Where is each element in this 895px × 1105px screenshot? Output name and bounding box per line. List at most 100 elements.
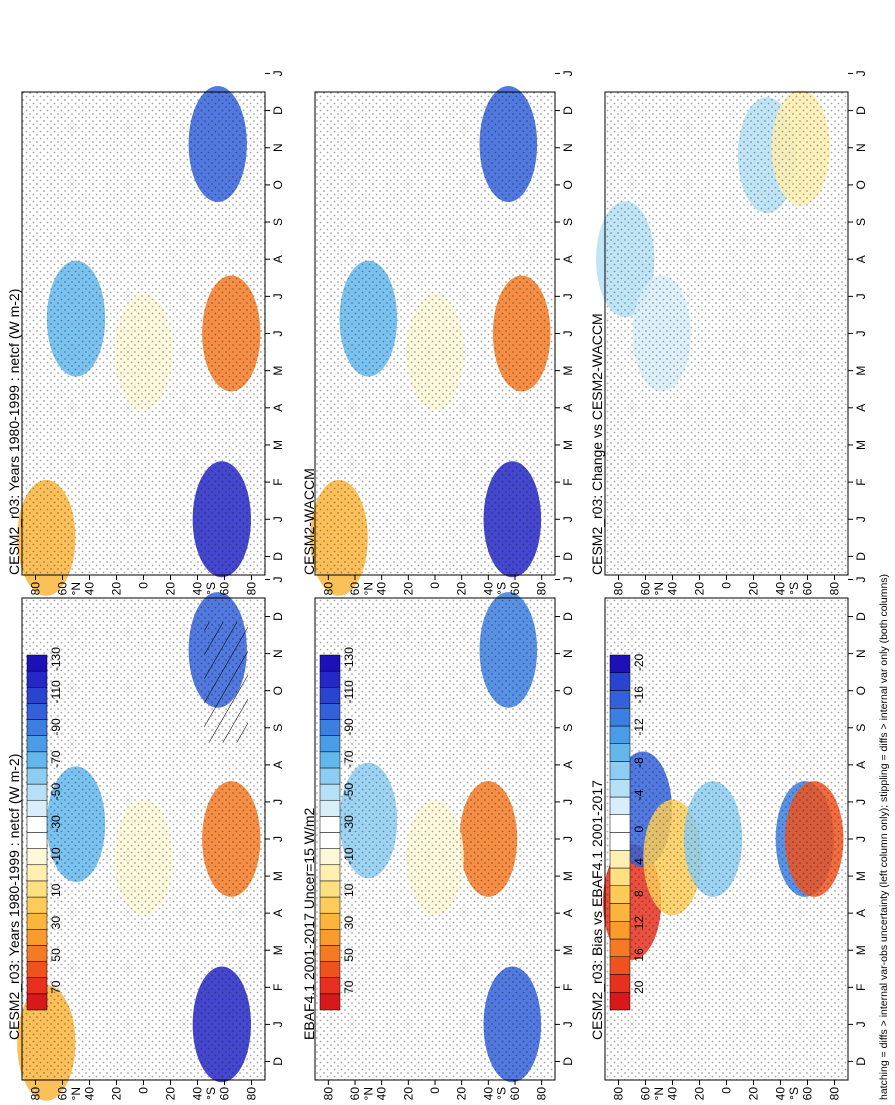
- colorbar-swatch: [26, 799, 48, 817]
- month-tick-label: D: [271, 612, 285, 621]
- hemi-label: °N: [69, 582, 83, 595]
- lat-tick-label: 80: [245, 1087, 259, 1101]
- lat-tick-label: 60: [508, 582, 522, 596]
- hemi-label: °S: [204, 582, 218, 595]
- colorbar-swatch: [609, 672, 631, 691]
- colorbar-label: -70: [342, 750, 356, 768]
- lat-tick-label: 20: [455, 1087, 469, 1101]
- month-tick-label: D: [854, 612, 868, 621]
- lat-tick-label: 0: [137, 582, 151, 589]
- month-tick-label: J: [854, 293, 868, 299]
- month-tick-label: M: [271, 366, 285, 376]
- lat-tick-label: 60: [801, 1087, 815, 1101]
- colorbar-swatch: [319, 767, 341, 785]
- lat-tick-label: 0: [137, 1087, 151, 1094]
- colorbar-label: -110: [342, 680, 356, 703]
- hemi-label: °S: [204, 1087, 218, 1100]
- month-tick-label: S: [854, 724, 868, 732]
- lat-tick-label: 20: [747, 1087, 761, 1101]
- colorbar-label: -8: [632, 757, 646, 768]
- month-tick-label: J: [271, 799, 285, 805]
- stippling: [315, 92, 555, 575]
- month-tick-label: O: [854, 180, 868, 189]
- colorbar-label: -30: [342, 815, 356, 833]
- colorbar-swatch: [609, 743, 631, 762]
- colorbar-swatch: [26, 751, 48, 769]
- month-tick-label: J: [271, 70, 285, 76]
- colorbar-swatch: [319, 945, 341, 962]
- colorbar-swatch: [609, 725, 631, 744]
- month-tick-label: F: [854, 478, 868, 485]
- lat-tick-label: 20: [401, 582, 415, 596]
- month-tick-label: A: [561, 255, 575, 263]
- colorbar-swatch: [609, 850, 631, 869]
- colorbar-swatch: [26, 687, 48, 704]
- colorbar-label: -70: [49, 750, 63, 768]
- lat-tick-label: 20: [110, 582, 124, 596]
- hemi-label: °N: [361, 582, 375, 595]
- colorbar-swatch: [319, 977, 341, 995]
- panel-3: 80 60 40 20 0 20 40 60 80 °N °S D J F M A M J J A S O N D J CESM2…: [6, 70, 285, 596]
- colorbar-swatch: [26, 929, 48, 946]
- colorbar-swatch: [319, 783, 341, 801]
- month-tick-label: M: [561, 945, 575, 955]
- colorbar-swatch: [609, 885, 631, 904]
- month-tick-label: S: [561, 218, 575, 226]
- month-tick-label: M: [271, 440, 285, 450]
- hemi-label: °S: [787, 582, 801, 595]
- month-tick-label: J: [561, 293, 575, 299]
- month-tick-label: A: [271, 761, 285, 769]
- month-tick-label: J: [561, 836, 575, 842]
- lat-tick-label: 40: [375, 1087, 389, 1101]
- month-tick-label: M: [271, 945, 285, 955]
- lat-tick-label: 80: [535, 582, 549, 596]
- hemi-label: °N: [69, 1087, 83, 1100]
- colorbar-swatch: [319, 687, 341, 704]
- lat-tick-label: 80: [29, 1087, 43, 1101]
- month-tick-label: M: [854, 440, 868, 450]
- lat-tick-label: 60: [348, 1087, 362, 1101]
- month-tick-label: M: [561, 871, 575, 881]
- lat-tick-label: 40: [481, 1087, 495, 1101]
- month-tick-label: J: [854, 576, 868, 582]
- colorbar-swatch: [319, 816, 341, 833]
- colorbar-label: -50: [49, 783, 63, 801]
- colorbar-label: -10: [49, 847, 63, 865]
- lat-tick-label: 20: [747, 582, 761, 596]
- colorbar-label: -90: [49, 718, 63, 736]
- lat-tick-label: 60: [218, 582, 232, 596]
- month-tick-label: A: [271, 404, 285, 412]
- colorbar-swatch: [26, 735, 48, 753]
- panel-title: CESM2-WACCM: [301, 468, 317, 575]
- colorbar-swatch: [26, 767, 48, 785]
- month-tick-label: D: [854, 1057, 868, 1066]
- lat-tick-label: 20: [110, 1087, 124, 1101]
- month-tick-label: J: [854, 516, 868, 522]
- colorbar-label: -90: [342, 718, 356, 736]
- lat-tick-label: 40: [191, 582, 205, 596]
- month-tick-label: J: [854, 1021, 868, 1027]
- month-tick-label: J: [561, 70, 575, 76]
- colorbar-label: -50: [342, 783, 356, 801]
- colorbar-label: 70: [49, 980, 63, 994]
- stippling: [315, 598, 555, 1080]
- lat-tick-label: 20: [455, 582, 469, 596]
- colorbar-label: -110: [49, 680, 63, 703]
- lat-tick-label: 80: [612, 1087, 626, 1101]
- lat-tick-label: 80: [321, 1087, 335, 1101]
- lat-tick-label: 60: [56, 582, 70, 596]
- colorbar-label: 8: [632, 890, 646, 897]
- lat-tick-label: 40: [83, 582, 97, 596]
- colorbar-swatch: [319, 703, 341, 720]
- colorbar-swatch: [26, 945, 48, 962]
- colorbar-swatch: [319, 912, 341, 930]
- colorbar-swatch: [26, 848, 48, 866]
- month-tick-label: S: [271, 218, 285, 226]
- colorbar-label: 4: [632, 858, 646, 865]
- month-tick-label: D: [561, 552, 575, 561]
- month-tick-label: D: [561, 106, 575, 115]
- hemi-label: °S: [495, 1087, 509, 1100]
- panel-5: 80 60 40 20 0 20 40 60 80 °N °S D J F M A M J J A S O N D J CESM2…: [589, 70, 868, 595]
- month-tick-label: O: [854, 686, 868, 695]
